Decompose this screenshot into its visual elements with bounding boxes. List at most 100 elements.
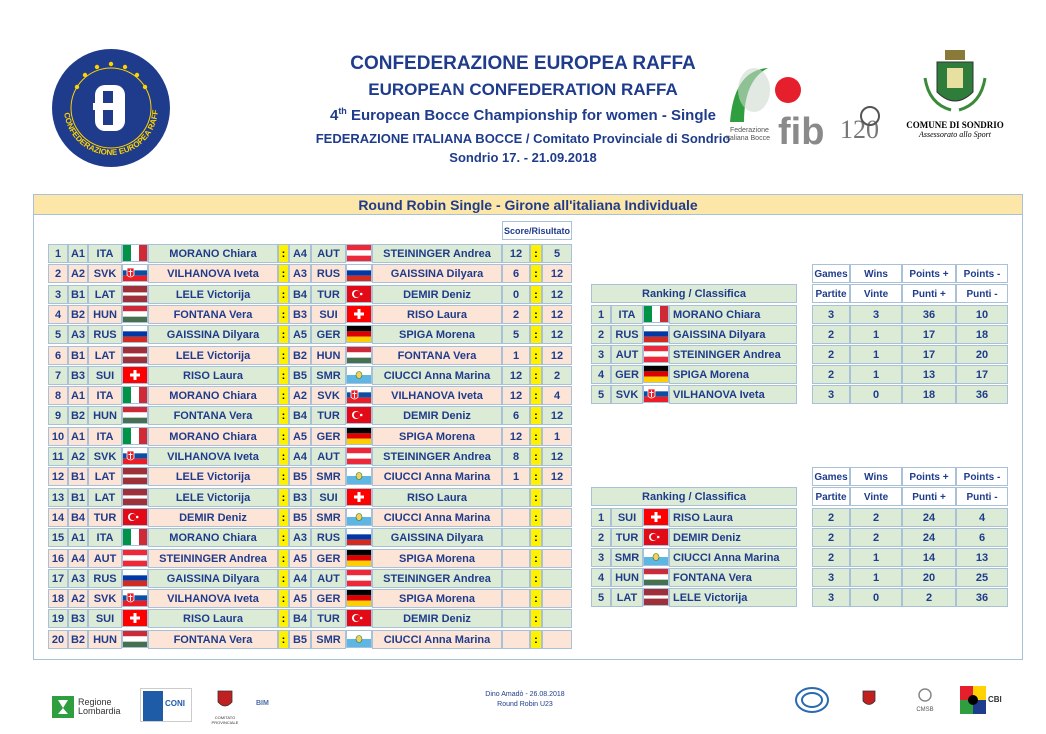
match-group-1: B1 [68,467,88,486]
ranking-name: LELE Victorija [669,588,797,607]
ranking-games: 2 [812,508,850,527]
match-group-1: B4 [68,508,88,527]
match-player-1: LELE Victorija [148,488,278,507]
flag-icon [122,305,148,323]
match-group-2: A4 [289,244,311,263]
match-player-2: CIUCCI Anna Marina [372,366,502,385]
match-colon: : [278,366,289,385]
ranking-country: ITA [611,305,643,324]
flag-icon [122,569,148,587]
match-player-1: FONTANA Vera [148,305,278,324]
stats-header: Points - [956,467,1008,486]
fib-logo: Federazione Italiana Bocce fib 120 [720,60,890,153]
match-country-1: SVK [88,447,122,466]
match-group-1: A4 [68,549,88,568]
match-country-2: AUT [311,447,346,466]
match-player-1: MORANO Chiara [148,528,278,547]
match-score-colon: : [530,467,542,486]
flag-icon [643,528,669,546]
match-score-colon: : [530,528,542,547]
ranking-points-minus: 25 [956,568,1008,587]
match-score-2 [542,549,572,568]
match-score-2 [542,569,572,588]
stats-subheader: Punti + [902,284,956,303]
ranking-points-plus: 17 [902,325,956,344]
match-group-1: A1 [68,427,88,446]
match-number: 4 [48,305,68,324]
match-country-2: AUT [311,569,346,588]
ranking-title: Ranking / Classifica [591,487,797,506]
ranking-games: 3 [812,568,850,587]
ranking-position: 3 [591,345,611,364]
match-score-colon: : [530,630,542,649]
ranking-name: CIUCCI Anna Marina [669,548,797,567]
match-colon: : [278,264,289,283]
ranking-country: AUT [611,345,643,364]
match-score-2 [542,630,572,649]
match-number: 14 [48,508,68,527]
ranking-position: 2 [591,528,611,547]
match-country-2: TUR [311,285,346,304]
flag-icon [122,549,148,567]
fib-big: fib [778,111,824,152]
match-group-1: A2 [68,264,88,283]
match-player-1: MORANO Chiara [148,427,278,446]
ranking-points-plus: 13 [902,365,956,384]
match-group-1: B1 [68,346,88,365]
match-player-2: SPIGA Morena [372,427,502,446]
ranking-points-minus: 13 [956,548,1008,567]
match-number: 16 [48,549,68,568]
match-group-2: B3 [289,488,311,507]
ranking-points-plus: 24 [902,528,956,547]
match-score-1 [502,549,530,568]
ranking-wins: 1 [850,568,902,587]
flag-icon [346,406,372,424]
comitato-logo: COMITATO PROVINCIALE [205,690,245,725]
match-player-1: VILHANOVA Iveta [148,589,278,608]
ranking-country: GER [611,365,643,384]
ranking-country: HUN [611,568,643,587]
flag-icon [122,325,148,343]
match-player-2: RISO Laura [372,488,502,507]
match-score-1: 8 [502,447,530,466]
match-number: 15 [48,528,68,547]
header-line-3: 4th European Bocce Championship for wome… [329,106,717,124]
flag-icon [346,386,372,404]
match-player-1: MORANO Chiara [148,386,278,405]
match-country-2: GER [311,549,346,568]
match-group-1: B3 [68,366,88,385]
match-score-1: 2 [502,305,530,324]
footer-credit: Dino Amadò - 26.08.2018 Round Robin U23 [485,691,565,708]
ranking-points-plus: 18 [902,385,956,404]
flag-icon [346,549,372,567]
sondrio-crest [905,48,1005,148]
match-colon: : [278,406,289,425]
flag-icon [643,588,669,606]
stats-header: Games [812,467,850,486]
regione-lombardia-logo: Regione Lombardia [52,696,132,720]
match-score-2 [542,508,572,527]
ranking-wins: 3 [850,305,902,324]
ranking-points-minus: 18 [956,325,1008,344]
match-group-2: B5 [289,366,311,385]
ranking-wins: 1 [850,548,902,567]
flag-icon [346,447,372,465]
ranking-points-minus: 36 [956,385,1008,404]
fib-small1: Federazione [730,127,769,134]
flag-icon [122,508,148,526]
ranking-position: 5 [591,588,611,607]
match-country-1: HUN [88,630,122,649]
ranking-position: 4 [591,365,611,384]
ranking-country: LAT [611,588,643,607]
match-colon: : [278,285,289,304]
flag-icon [346,264,372,282]
match-country-1: ITA [88,386,122,405]
ranking-name: GAISSINA Dilyara [669,325,797,344]
match-country-1: SVK [88,264,122,283]
header-line-4: FEDERAZIONE ITALIANA BOCCE / Comitato Pr… [315,131,731,146]
match-score-2 [542,528,572,547]
flag-icon [346,488,372,506]
ranking-name: VILHANOVA Iveta [669,385,797,404]
match-score-1 [502,488,530,507]
flag-icon [346,569,372,587]
